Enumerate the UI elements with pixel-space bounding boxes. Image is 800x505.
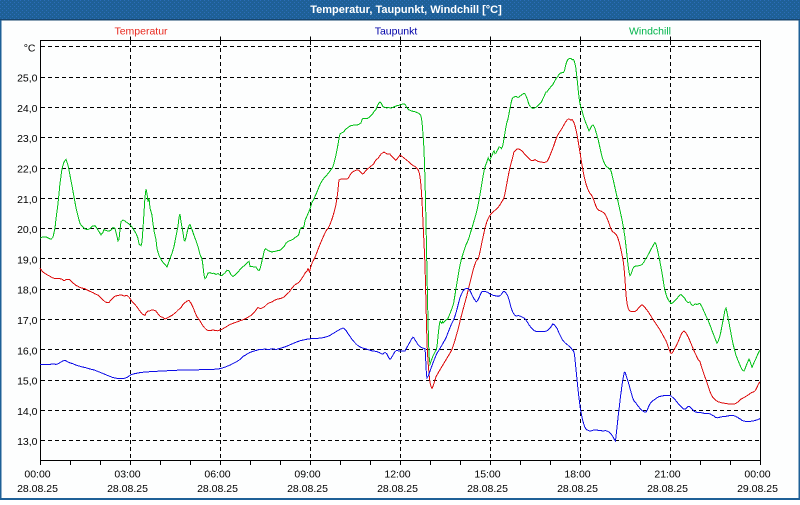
svg-text:15,0: 15,0 — [17, 376, 38, 388]
svg-text:18,0: 18,0 — [17, 285, 38, 297]
svg-text:18:00: 18:00 — [564, 469, 590, 481]
svg-text:00:00: 00:00 — [744, 469, 770, 481]
svg-text:28.08.25: 28.08.25 — [197, 483, 238, 495]
svg-text:03:00: 03:00 — [114, 469, 140, 481]
svg-text:28.08.25: 28.08.25 — [647, 483, 688, 495]
svg-text:Taupunkt: Taupunkt — [375, 26, 418, 38]
svg-text:16,0: 16,0 — [17, 345, 38, 357]
svg-text:29.08.25: 29.08.25 — [737, 483, 778, 495]
svg-text:28.08.25: 28.08.25 — [377, 483, 418, 495]
svg-text:°C: °C — [24, 43, 36, 55]
svg-text:21:00: 21:00 — [654, 469, 680, 481]
svg-text:14,0: 14,0 — [17, 406, 38, 418]
svg-text:13,0: 13,0 — [17, 436, 38, 448]
svg-text:09:00: 09:00 — [294, 469, 320, 481]
svg-text:25,0: 25,0 — [17, 73, 38, 85]
svg-text:15:00: 15:00 — [474, 469, 500, 481]
svg-text:28.08.25: 28.08.25 — [107, 483, 148, 495]
svg-text:19,0: 19,0 — [17, 254, 38, 266]
svg-text:00:00: 00:00 — [24, 469, 50, 481]
svg-text:28.08.25: 28.08.25 — [467, 483, 508, 495]
svg-text:23,0: 23,0 — [17, 133, 38, 145]
svg-text:Windchill: Windchill — [629, 26, 671, 38]
svg-text:28.08.25: 28.08.25 — [17, 483, 58, 495]
svg-text:22,0: 22,0 — [17, 164, 38, 176]
svg-text:24,0: 24,0 — [17, 103, 38, 115]
svg-text:21,0: 21,0 — [17, 194, 38, 206]
svg-text:06:00: 06:00 — [204, 469, 230, 481]
svg-text:28.08.25: 28.08.25 — [557, 483, 598, 495]
svg-text:17,0: 17,0 — [17, 315, 38, 327]
svg-text:28.08.25: 28.08.25 — [287, 483, 328, 495]
svg-text:12:00: 12:00 — [384, 469, 410, 481]
svg-text:20,0: 20,0 — [17, 224, 38, 236]
svg-text:Temperatur, Taupunkt, Windchil: Temperatur, Taupunkt, Windchill [°C] — [310, 4, 502, 16]
svg-text:Temperatur: Temperatur — [114, 26, 168, 38]
